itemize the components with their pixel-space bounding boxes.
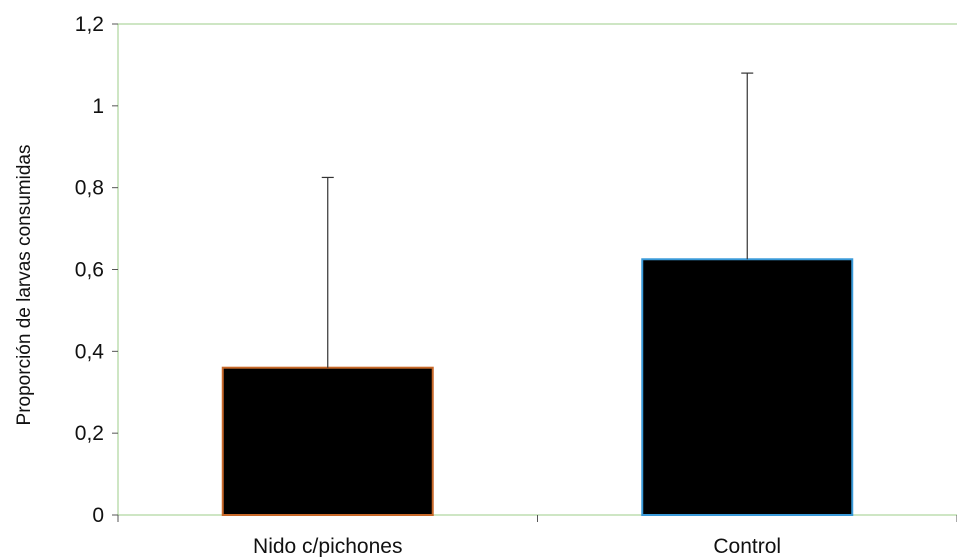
y-tick-label: 0,4 [75,340,105,363]
y-axis-title: Proporción de larvas consumidas [14,145,35,426]
bars [221,258,854,517]
y-tick-label: 0,8 [75,177,104,200]
y-axis-ticks: 0 0,2 0,4 0,6 0,8 1 1,2 [75,13,118,527]
x-category-label: Nido c/pichones [253,535,402,557]
y-tick-label: 0 [92,504,104,527]
category-labels: Nido c/pichones Control [253,535,781,557]
x-axis-ticks [117,515,957,522]
y-tick-label: 1,2 [75,13,104,36]
bar [221,366,434,517]
y-tick-label: 1 [92,95,104,118]
error-bars [321,72,754,368]
y-tick-label: 0,6 [75,259,104,282]
x-category-label: Control [713,535,781,557]
bar [641,258,854,517]
y-tick-label: 0,2 [75,422,104,445]
